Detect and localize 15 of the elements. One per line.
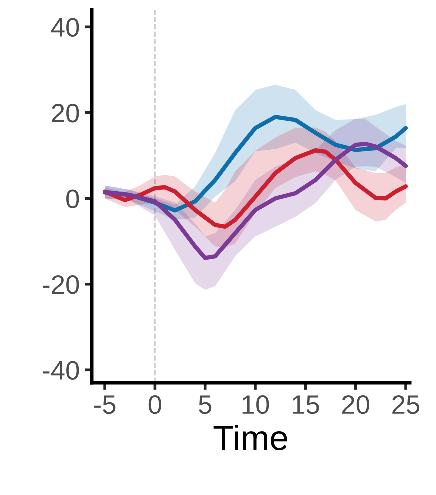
x-tick-label: 0: [148, 396, 162, 414]
y-tick-label: -40: [43, 361, 80, 380]
y-tick-label: 0: [66, 190, 80, 208]
x-tick-label: 10: [242, 396, 270, 414]
x-tick-label: 15: [293, 396, 320, 414]
x-tick-label: 25: [392, 396, 420, 414]
x-axis-title: Time: [214, 424, 288, 450]
x-tick-label: 5: [199, 396, 212, 414]
y-tick-label: -20: [43, 276, 80, 294]
y-tick-label: 20: [52, 104, 80, 123]
line-series: [102, 142, 408, 260]
line-series: [102, 148, 408, 230]
y-tick-label: 40: [51, 18, 80, 37]
x-tick-label: -5: [94, 396, 116, 414]
x-tick-label: 20: [342, 396, 370, 414]
